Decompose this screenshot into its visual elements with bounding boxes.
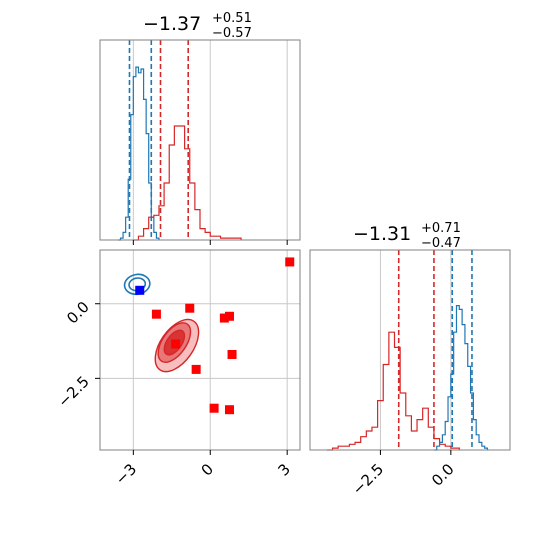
bottom-left-xtick-label-2: 3 [275, 460, 294, 479]
marker-a-6 [227, 349, 237, 359]
bottom-right-axes-frame [309, 249, 511, 451]
marker-a-0 [285, 257, 295, 267]
bottom-left-xtick-label-1: 0 [198, 460, 217, 479]
top-left-histogram-panel: −1.37 +0.51 −0.57 [99, 11, 301, 245]
marker-a-9 [224, 405, 234, 415]
bottom-right-title-plus: +0.71 [421, 221, 461, 236]
bottom-left-axes-frame [99, 249, 301, 451]
top-left-title-minus: −0.57 [212, 26, 252, 41]
bottom-right-series [326, 250, 489, 451]
marker-a-5 [171, 339, 181, 349]
bottom-right-hist-series_a [326, 331, 460, 451]
top-left-grid [132, 40, 288, 240]
bottom-left-xtick-label-0: −3 [112, 460, 140, 488]
bottom-left-contour-panel: −3 0 3 0.0 −2.5 [54, 249, 301, 488]
bottom-left-grid [100, 250, 300, 450]
marker-a-1 [151, 309, 161, 319]
bottom-right-grid [379, 250, 452, 450]
bottom-right-xtick-label-1: 0.0 [428, 460, 458, 490]
bottom-left-markers [135, 257, 295, 415]
bottom-left-ytick-label-1: −2.5 [54, 372, 92, 410]
bottom-right-histogram-panel: −1.31 +0.71 −0.47 −2.5 0.0 [309, 221, 511, 499]
bottom-right-title-minus: −0.47 [421, 236, 461, 251]
top-left-series [117, 40, 242, 241]
bottom-left-ytick-label-0: 0.0 [63, 298, 93, 328]
bottom-right-hist-series_b [433, 305, 489, 451]
marker-a-4 [224, 311, 234, 321]
top-left-ticks [132, 240, 288, 245]
top-left-title: −1.37 [143, 13, 201, 35]
top-left-axes-frame [99, 39, 301, 241]
marker-a-2 [185, 303, 195, 313]
top-left-title-plus: +0.51 [212, 11, 252, 26]
marker-a-8 [209, 403, 219, 413]
marker-a-3 [219, 313, 229, 323]
top-left-hist-series_b [117, 66, 160, 241]
bottom-right-title: −1.31 [353, 223, 411, 245]
bottom-right-ticks: −2.5 0.0 [349, 450, 458, 499]
marker-a-7 [191, 364, 201, 374]
bottom-right-xtick-label-0: −2.5 [349, 460, 387, 498]
top-left-hist-series_a [133, 125, 242, 241]
marker-b-0 [135, 285, 145, 295]
